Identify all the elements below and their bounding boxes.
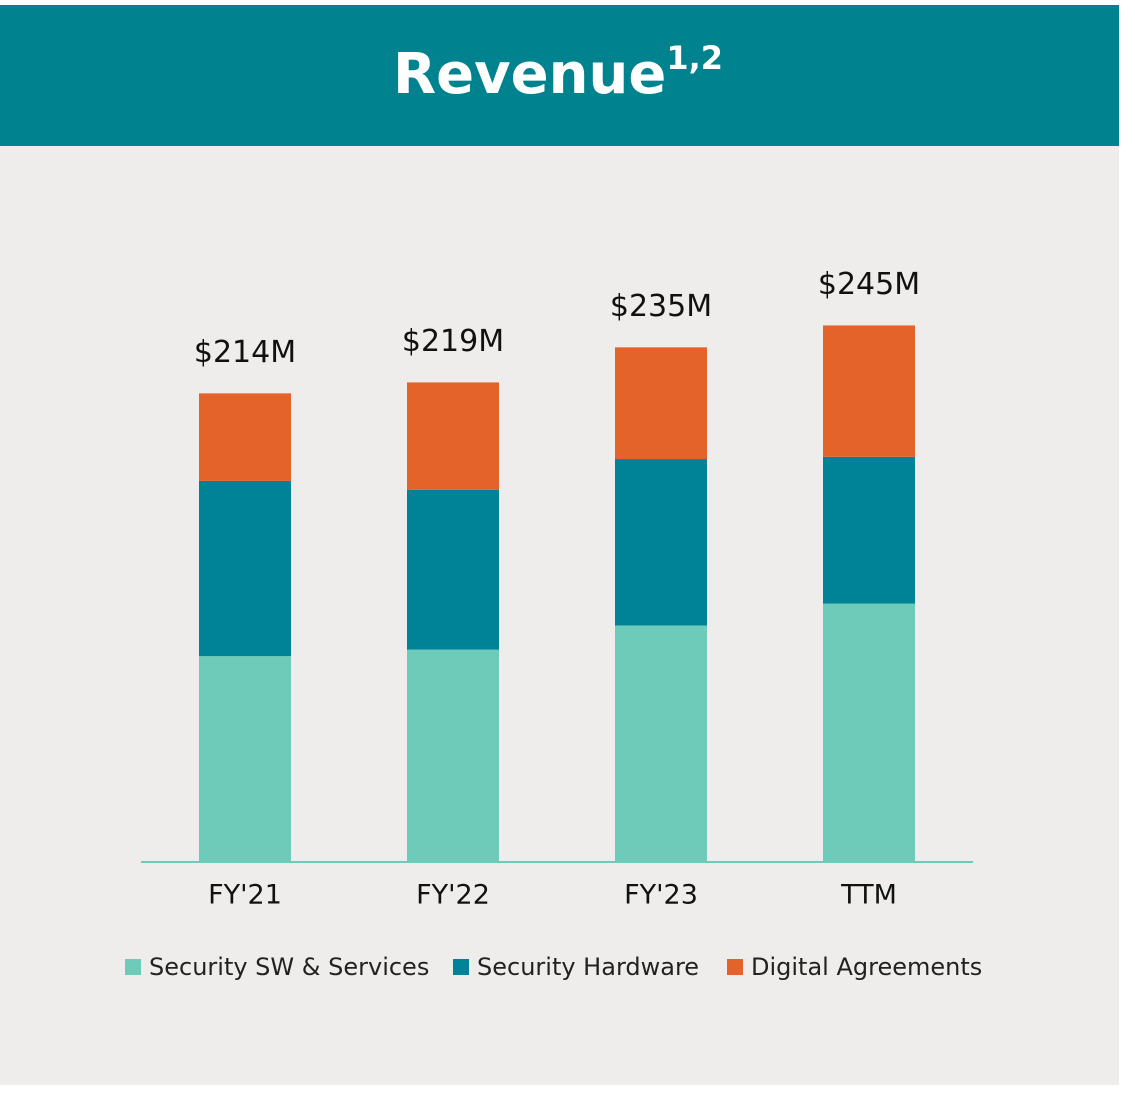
x-tick-label: FY'23 [624,880,698,911]
legend-swatch [727,959,743,975]
x-tick-label: TTM [840,880,897,911]
title-superscript: 1,2 [666,39,723,77]
bar-segment [199,480,291,657]
legend-swatch [453,959,469,975]
total-label: $214M [194,335,296,370]
bar-segment [407,489,499,650]
bar-segment [407,382,499,490]
bar-segment [823,325,915,457]
bar-segment [199,656,291,862]
bar-segment [199,393,291,481]
bar-segment [615,625,707,862]
x-tick-label: FY'22 [416,880,490,911]
legend-label: Security SW & Services [149,953,429,981]
legend-label: Security Hardware [477,953,699,981]
title-text: Revenue [393,42,666,107]
chart-panel [0,146,1119,1085]
bar-segment [823,603,915,862]
total-label: $235M [610,289,712,324]
total-label: $219M [402,324,504,359]
legend-swatch [125,959,141,975]
bar-segment [615,347,707,460]
bar-segment [407,649,499,862]
x-tick-label: FY'21 [208,880,282,911]
bar-segment [823,456,915,604]
bar-segment [615,459,707,626]
legend-label: Digital Agreements [751,953,982,981]
plot: $214M FY'21 $219M FY'22 $235M FY'23 $245M TTM Se… [125,267,982,981]
chart-title: Revenue1,2 [393,39,723,107]
total-label: $245M [818,267,920,302]
header-band [0,5,1119,146]
